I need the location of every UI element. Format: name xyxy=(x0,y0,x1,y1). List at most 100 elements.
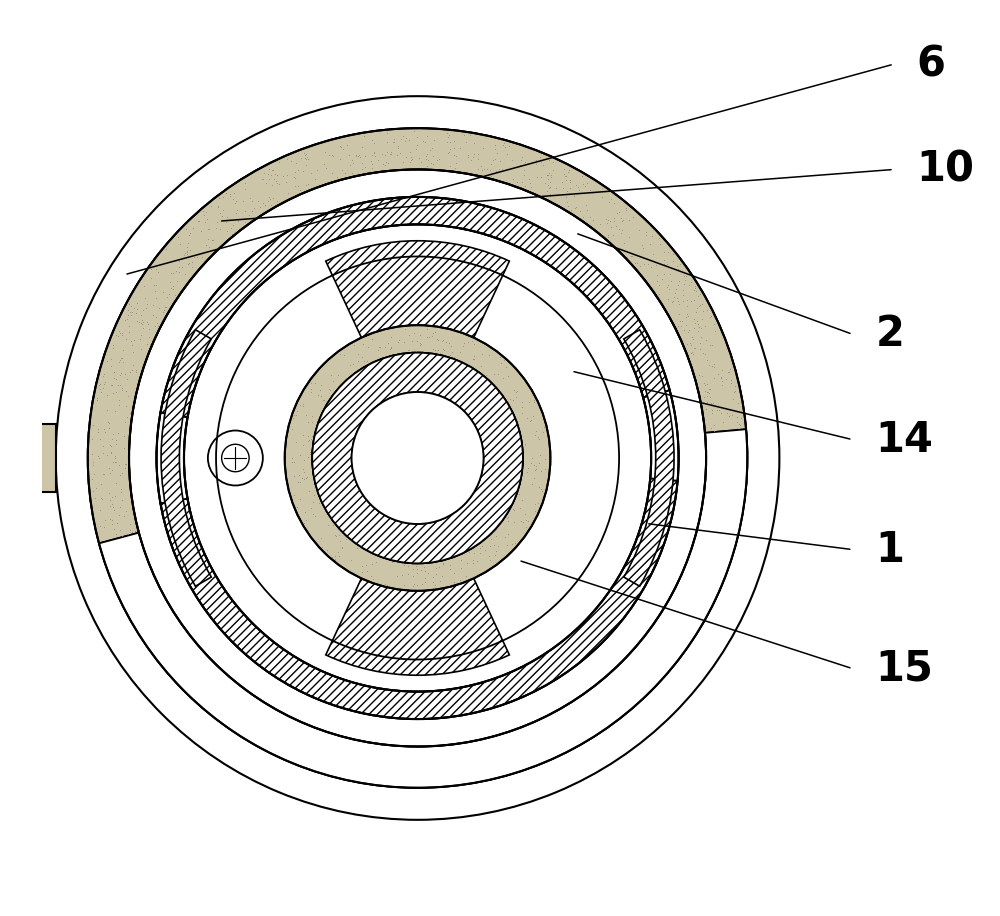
Point xyxy=(685,332,701,346)
Text: 6: 6 xyxy=(917,43,946,85)
Point xyxy=(91,451,107,465)
Point xyxy=(631,223,647,237)
Point xyxy=(103,445,119,460)
Point xyxy=(465,149,481,164)
Point xyxy=(302,446,318,461)
Point xyxy=(533,482,549,496)
Point xyxy=(528,153,544,168)
Point xyxy=(438,335,454,350)
Point xyxy=(113,350,129,365)
Point xyxy=(518,513,534,528)
Point xyxy=(103,439,119,453)
Point xyxy=(105,427,121,442)
Point xyxy=(244,204,260,219)
Point xyxy=(446,134,462,148)
Point xyxy=(119,372,135,387)
Point xyxy=(108,371,124,386)
Point xyxy=(296,471,312,485)
Point xyxy=(462,128,478,143)
Point xyxy=(303,432,319,447)
Point xyxy=(104,377,120,392)
Point xyxy=(470,161,486,176)
Point xyxy=(147,284,163,299)
Point xyxy=(648,257,664,272)
Point xyxy=(419,159,435,174)
Point xyxy=(105,387,121,401)
Point xyxy=(456,128,472,143)
Point xyxy=(306,487,322,502)
Point xyxy=(108,454,124,469)
Point xyxy=(297,151,313,166)
Point xyxy=(692,297,708,311)
Point xyxy=(671,307,687,322)
Point xyxy=(290,163,306,178)
Point xyxy=(711,403,727,418)
Point xyxy=(225,217,241,232)
Point xyxy=(359,563,375,578)
Point xyxy=(223,220,239,234)
Point xyxy=(424,329,440,344)
Point xyxy=(446,574,462,589)
Point xyxy=(168,264,184,278)
Point xyxy=(159,289,175,304)
Point xyxy=(578,197,594,212)
Point xyxy=(156,302,172,317)
Point xyxy=(466,136,482,150)
Point xyxy=(651,287,667,301)
Point xyxy=(87,491,103,506)
Point xyxy=(514,149,530,164)
Point xyxy=(163,254,179,268)
Point xyxy=(482,539,498,553)
Point xyxy=(225,192,241,207)
Point xyxy=(92,382,108,397)
Point xyxy=(165,279,181,294)
Point xyxy=(496,136,512,151)
Point xyxy=(396,558,412,572)
Point xyxy=(312,383,328,398)
Point xyxy=(292,474,308,489)
Wedge shape xyxy=(56,96,779,820)
Point xyxy=(380,156,396,170)
Point xyxy=(718,372,734,387)
Point xyxy=(185,221,201,235)
Point xyxy=(432,574,448,589)
Point xyxy=(112,500,128,515)
Point xyxy=(409,566,425,581)
Point xyxy=(521,395,537,409)
Point xyxy=(146,278,162,292)
Point xyxy=(684,344,700,359)
Point xyxy=(198,237,214,252)
Point xyxy=(466,147,482,161)
Point xyxy=(355,336,371,351)
Point xyxy=(434,334,450,349)
Point xyxy=(198,205,214,220)
Point xyxy=(321,382,337,397)
Point xyxy=(177,267,193,282)
Point xyxy=(263,168,279,182)
Point xyxy=(128,363,144,377)
Point xyxy=(560,199,576,213)
Point xyxy=(325,148,341,163)
Point xyxy=(514,493,530,507)
Point xyxy=(301,484,317,498)
Point xyxy=(657,258,673,273)
Point xyxy=(97,376,113,390)
Point xyxy=(517,436,533,451)
Point xyxy=(224,226,240,241)
Point xyxy=(683,275,699,289)
Point xyxy=(534,484,550,498)
Point xyxy=(324,147,340,162)
Point xyxy=(505,393,521,408)
Point xyxy=(568,200,584,214)
Point xyxy=(111,457,127,472)
Point xyxy=(513,153,529,168)
Point xyxy=(264,178,280,192)
Point xyxy=(516,163,532,178)
Point xyxy=(396,577,412,592)
Point xyxy=(400,559,416,573)
Point xyxy=(126,300,142,315)
Point xyxy=(131,314,147,329)
Point xyxy=(464,333,480,348)
Point xyxy=(695,304,711,319)
Point xyxy=(116,508,132,523)
